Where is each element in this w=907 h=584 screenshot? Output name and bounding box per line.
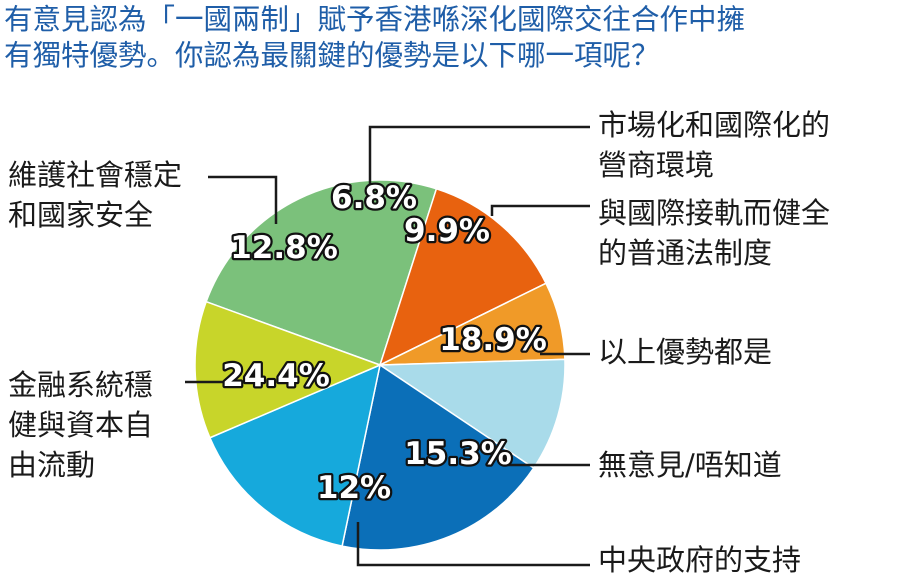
leader-line-4	[490, 204, 590, 216]
category-label-line: 與國際接軌而健全	[598, 196, 830, 230]
category-label-line: 的普通法制度	[598, 236, 772, 270]
category-label-7: 中央政府的支持	[598, 543, 801, 577]
pie-slice-7	[194, 300, 383, 439]
percent-label-5: 18.9%	[439, 322, 547, 358]
chart-title-line-1: 有意見認為「一國兩制」賦予香港喺深化國際交往合作中擁	[4, 3, 746, 36]
category-label-line: 健與資本自	[8, 408, 153, 442]
leader-line-3	[368, 125, 590, 188]
category-label-line: 以上優勢都是	[598, 335, 772, 369]
chart-title: 有意見認為「一國兩制」賦予香港喺深化國際交往合作中擁 有獨特優勢。你認為最關鍵的…	[4, 2, 904, 74]
pie-slice-5	[341, 363, 535, 551]
chart-title-line-2: 有獨特優勢。你認為最關鍵的優勢是以下哪一項呢？	[4, 39, 660, 72]
category-label-1: 金融系統穩健與資本自由流動	[8, 368, 153, 482]
percent-label-3: 6.8%	[331, 180, 417, 216]
category-label-line: 營商環境	[598, 148, 714, 182]
category-label-line: 維護社會穩定	[8, 158, 182, 192]
category-label-line: 金融系統穩	[8, 368, 153, 402]
category-label-6: 無意見/唔知道	[598, 448, 782, 482]
percent-label-1: 24.4%	[222, 358, 330, 394]
category-label-line: 和國家安全	[8, 198, 153, 232]
category-label-5: 以上優勢都是	[598, 335, 772, 369]
pie-slice-6	[208, 363, 382, 547]
pie-slice-1	[205, 179, 438, 366]
category-label-4: 與國際接軌而健全的普通法制度	[598, 196, 830, 270]
category-label-line: 市場化和國際化的	[598, 108, 830, 142]
category-label-line: 無意見/唔知道	[598, 448, 782, 482]
pie-slice-4	[377, 358, 566, 470]
category-label-3: 市場化和國際化的營商環境	[598, 108, 830, 182]
leader-line-7	[356, 522, 590, 567]
category-label-line: 由流動	[8, 448, 95, 482]
category-label-2: 維護社會穩定和國家安全	[8, 158, 182, 232]
percent-label-7: 12%	[317, 470, 391, 506]
percent-label-2: 12.8%	[230, 230, 338, 266]
category-label-line: 中央政府的支持	[598, 543, 801, 577]
percent-label-4: 9.9%	[404, 213, 490, 249]
pie-slice-2	[378, 187, 547, 367]
leader-line-2	[208, 175, 278, 224]
percent-label-6: 15.3%	[404, 436, 512, 472]
